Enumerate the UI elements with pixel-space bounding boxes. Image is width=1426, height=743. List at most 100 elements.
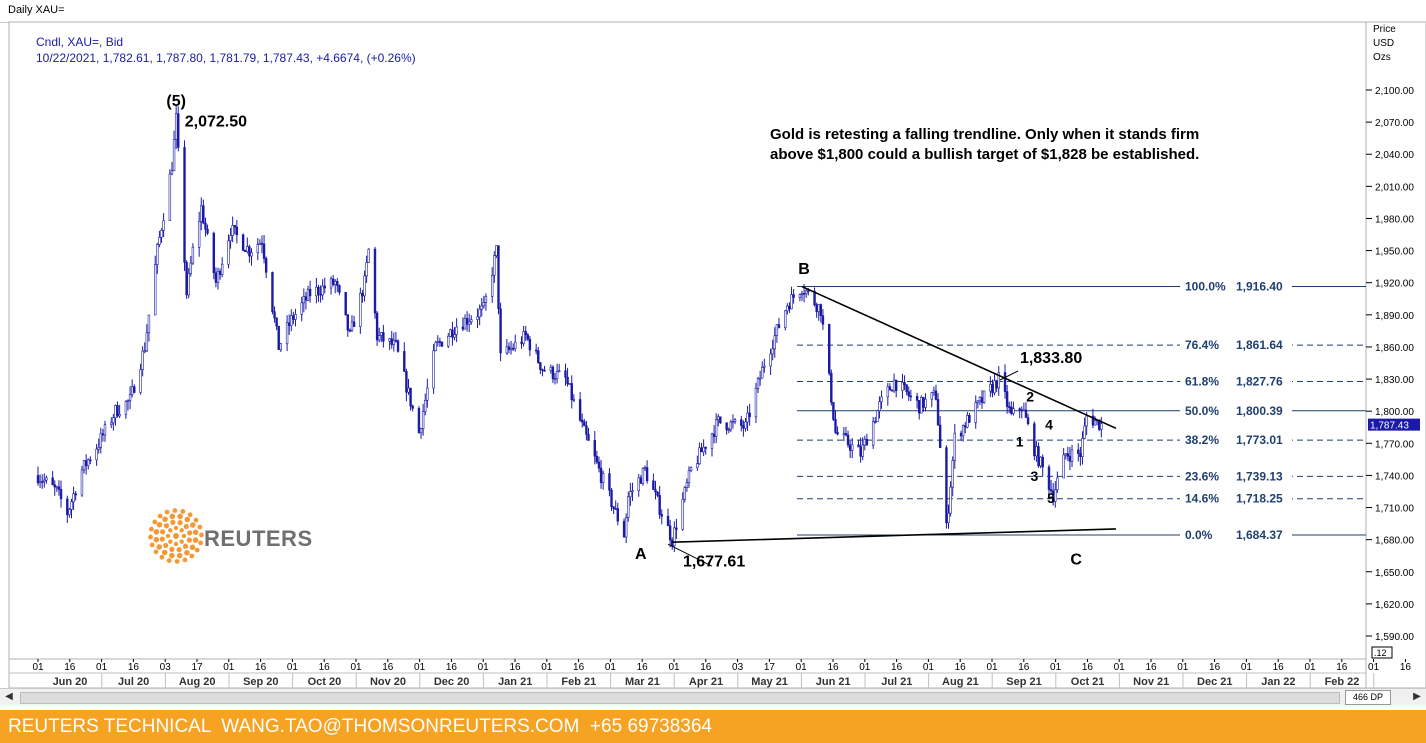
x-month-label: Dec 20 [434,676,469,688]
x-month-label: Aug 20 [179,676,216,688]
candle-body [227,240,230,265]
scroll-left-icon[interactable]: ◀ [5,691,13,702]
candle-body [903,382,906,386]
candle-body [45,477,48,481]
candle-body [876,410,879,422]
candle-body [608,473,611,491]
candle-body [683,487,686,500]
pointer-line-1833 [999,370,1019,381]
x-month-label: Sep 20 [243,676,278,688]
candle-body [578,399,582,421]
candle-body [719,416,722,424]
candle-body [1024,409,1028,418]
logo-dot [182,543,189,549]
candle-body [246,246,249,253]
candle-body [440,341,444,347]
candle-body [273,311,276,319]
bottom-tag-text: .12 [1374,648,1387,658]
logo-dot [182,557,188,563]
candle-body [202,205,205,224]
candle-body [350,321,354,331]
candle-body [55,486,59,489]
wave-label: 4 [1045,416,1053,432]
candle-body [614,508,617,510]
candle-body [36,475,40,484]
candle-body [528,338,532,351]
x-day-label: 01 [414,662,426,673]
pointer-line-1677 [667,543,713,567]
x-day-label: 01 [478,662,490,673]
candle-body [639,477,643,484]
logo-dot [199,532,204,538]
candle-body [377,335,381,341]
last-price-tag-text: 1,787.43 [1370,421,1409,432]
candle-body [451,329,454,338]
candle-body [555,371,559,379]
y-tick-label: 1,890.00 [1375,311,1414,322]
candle-body [819,304,823,316]
candle-body [991,384,994,394]
scroll-track[interactable] [20,692,1340,704]
scroll-right-icon[interactable]: ▶ [1413,691,1421,702]
candle-body [478,308,481,318]
price-chart[interactable]: Price USD Ozs 1,590.00 1,620.00 1,650.00 1,… [0,0,1426,688]
candle-body [304,296,308,301]
candle-body [1070,449,1074,462]
candle-body [771,348,774,355]
candle-body [976,400,980,403]
horizontal-scrollbar[interactable]: ◀ 466 DP ▶ [0,688,1426,705]
x-day-label: 16 [446,662,458,673]
candle-body [116,405,119,417]
candle-body [277,325,280,351]
candle-body [1047,466,1051,490]
candle-body [610,489,613,508]
candle-body [593,440,596,457]
y-tick-label: 2,070.00 [1375,118,1414,129]
candle-body [84,460,88,467]
candle-body [112,417,115,424]
candle-body [216,270,220,283]
candle-body [930,392,933,400]
fib-level-label: 14.6% [1185,492,1219,506]
logo-dot [184,516,191,523]
wave-label: A [635,546,647,563]
x-month-label: Jun 20 [53,676,88,688]
logo-dot [184,549,190,556]
candle-body [702,446,705,453]
candle-body [729,421,733,430]
annotation-line-2: above $1,800 could a bullish target of $… [770,146,1199,163]
x-day-label: 17 [191,662,203,673]
x-day-label: 01 [541,662,553,673]
candle-body [403,351,406,372]
candle-body [467,321,471,325]
falling-trendline [801,285,1117,430]
candle-body [880,396,883,403]
logo-dot [194,547,200,553]
x-day-label: 01 [96,662,108,673]
candle-body [156,244,159,265]
candle-body [526,334,529,340]
fib-label-bg [1180,490,1292,506]
x-day-label: 01 [1177,662,1189,673]
x-day-label: 16 [319,662,331,673]
candle-body [775,324,779,336]
fib-label-bg [1180,432,1292,448]
reuters-logo-text: REUTERS [204,526,313,551]
logo-dot [168,528,173,533]
candle-body [204,222,207,230]
zoom-indicator[interactable]: 466 DP [1345,690,1391,705]
candle-body [769,353,772,367]
candle-body [717,416,720,421]
candle-body [844,433,848,436]
candle-body [982,390,986,403]
candle-body [1085,415,1088,427]
candle-body [126,400,130,402]
x-month-label: Apr 21 [689,676,723,688]
candle-body [1064,453,1067,456]
candle-body [813,290,816,306]
y-tick-label: 2,040.00 [1375,150,1414,161]
candle-body [118,414,121,417]
candle-body [388,338,391,342]
candle-body [1022,409,1026,412]
fib-price-label: 1,718.25 [1236,492,1283,506]
